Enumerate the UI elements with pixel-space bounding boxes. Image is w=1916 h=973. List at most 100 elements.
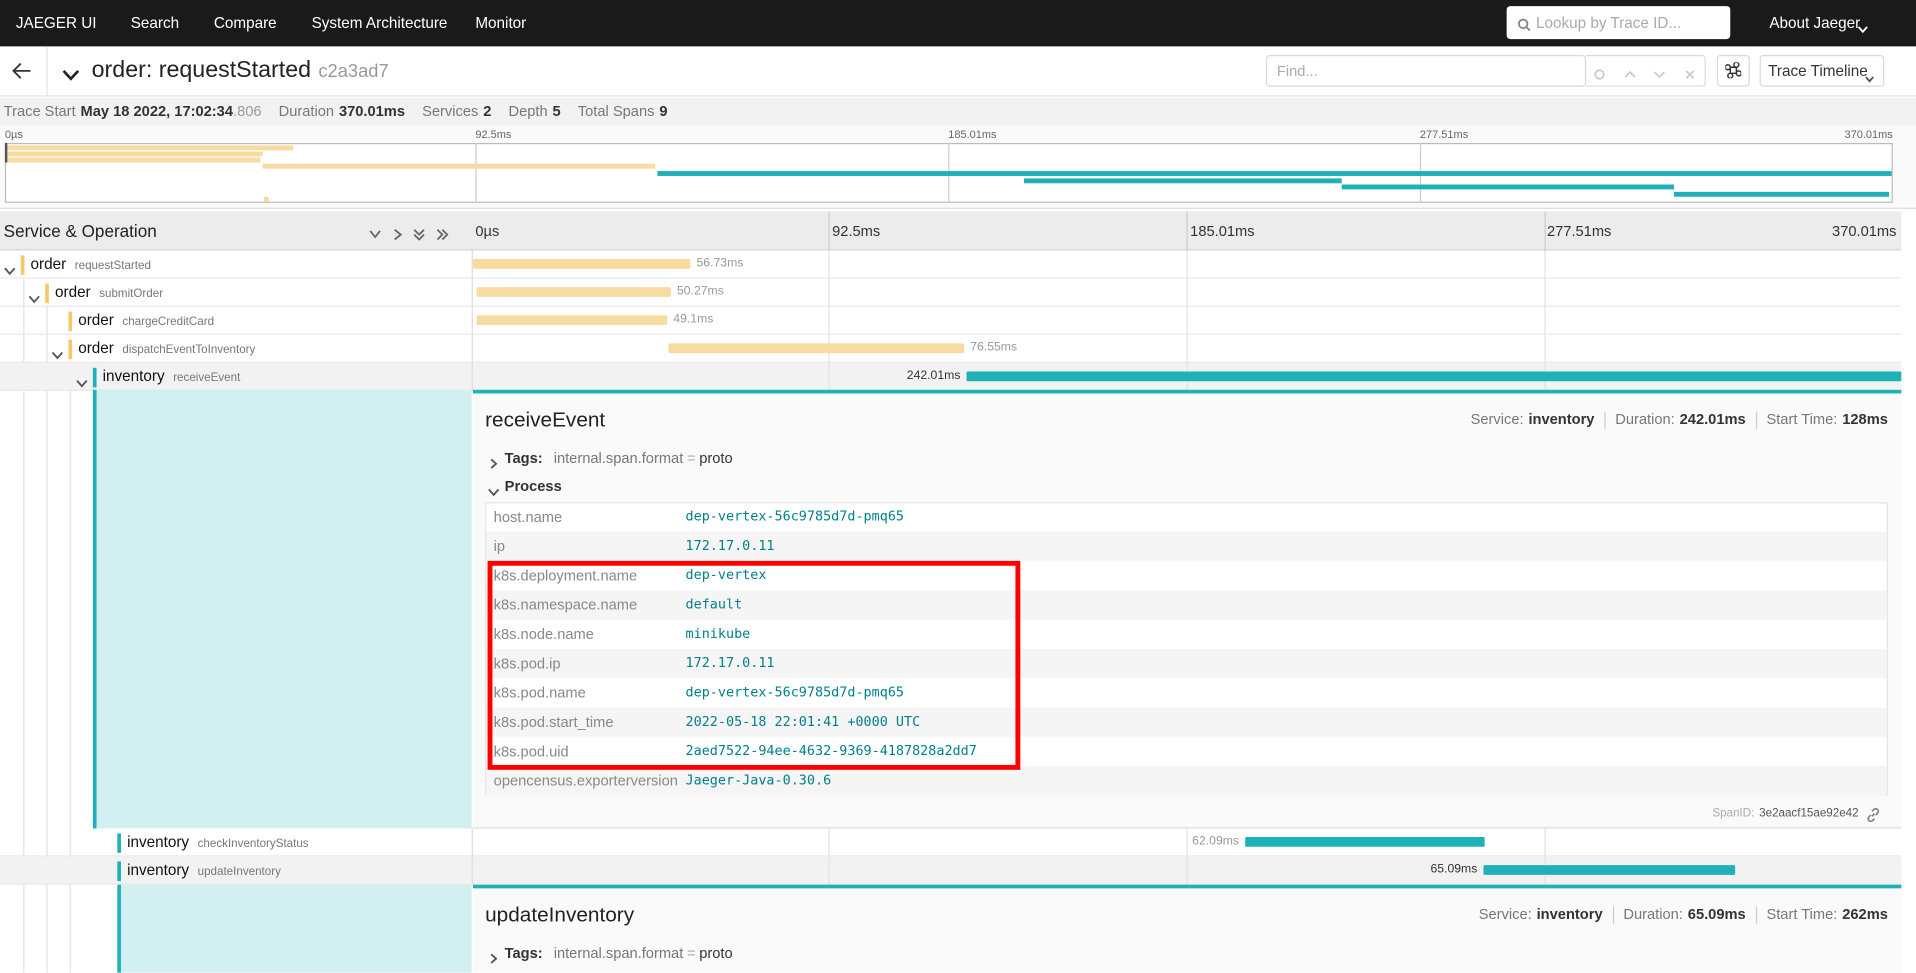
- tags-label: Tags:: [504, 449, 543, 467]
- span-grid-line: [1544, 278, 1546, 307]
- find-control[interactable]: [1624, 65, 1636, 78]
- tags-row[interactable]: Tags: internal.span.format = proto: [505, 450, 733, 467]
- tags-row[interactable]: Tags: internal.span.format = proto: [505, 945, 733, 962]
- stat-value: May 18 2022, 17:02:34: [80, 102, 233, 120]
- collapse-control[interactable]: [369, 225, 381, 239]
- tree-guide: [69, 362, 71, 973]
- span-grid-line: [828, 362, 830, 392]
- collapse-header[interactable]: [62, 65, 80, 81]
- expand-toggle[interactable]: [76, 373, 88, 388]
- span-row[interactable]: [0, 335, 1902, 363]
- nav-link[interactable]: System Architecture: [311, 14, 448, 32]
- span-bar[interactable]: [472, 259, 691, 269]
- expand-toggle[interactable]: [28, 288, 40, 304]
- stat-label: Services: [422, 102, 479, 120]
- minimap-span: [262, 163, 655, 169]
- find-control[interactable]: [1653, 65, 1665, 79]
- operation-name: dispatchEventToInventory: [122, 343, 256, 357]
- span-bar[interactable]: [966, 371, 1902, 382]
- span-bar[interactable]: [668, 343, 965, 354]
- process-value: 172.17.0.11: [685, 655, 775, 672]
- span-row[interactable]: [0, 828, 1902, 857]
- process-label[interactable]: Process: [504, 477, 562, 495]
- service-name: inventory: [102, 367, 165, 385]
- find-control[interactable]: [1593, 65, 1605, 80]
- nav-link[interactable]: Search: [130, 14, 180, 32]
- find-input[interactable]: [1265, 54, 1587, 87]
- minimap-tick: 277.51ms: [1419, 127, 1469, 141]
- keyboard-shortcuts[interactable]: [1716, 54, 1750, 87]
- span-grid-line: [828, 250, 830, 279]
- about-caret: [1857, 18, 1868, 34]
- trace-name: order: requestStarted: [91, 57, 312, 84]
- detail-operation: updateInventory: [485, 902, 635, 926]
- tree-guide: [23, 278, 25, 973]
- collapse-control[interactable]: [436, 225, 449, 241]
- minimap-span: [6, 157, 261, 163]
- process-key: host.name: [493, 508, 563, 526]
- tags-toggle[interactable]: [490, 948, 498, 964]
- trace-id-search[interactable]: [1506, 6, 1731, 40]
- collapse-control[interactable]: [392, 225, 404, 241]
- find-control[interactable]: [1684, 65, 1696, 79]
- span-bar[interactable]: [476, 315, 668, 326]
- span-name[interactable]: order chargeCreditCard: [78, 310, 214, 332]
- span-row[interactable]: [0, 279, 1902, 307]
- divider: [46, 46, 48, 97]
- span-name[interactable]: inventory updateInventory: [127, 860, 281, 882]
- service-color: [68, 311, 73, 332]
- span-name[interactable]: inventory checkInventoryStatus: [127, 832, 309, 854]
- span-duration: 242.01ms: [906, 369, 961, 383]
- span-name[interactable]: order submitOrder: [55, 282, 163, 304]
- view-selector[interactable]: [1759, 54, 1885, 87]
- back-button[interactable]: [12, 62, 32, 79]
- span-grid-line: [828, 856, 830, 885]
- tag-separator: =: [686, 944, 696, 962]
- span-bar[interactable]: [476, 287, 671, 297]
- meta-label: Service:: [1470, 410, 1524, 428]
- detail-operation: receiveEvent: [485, 407, 606, 432]
- nav-link[interactable]: Compare: [213, 14, 277, 32]
- span-name-divider: [471, 856, 473, 885]
- span-grid-line: [1544, 334, 1546, 363]
- stat-value: 370.01ms: [338, 102, 405, 120]
- minimap-span: [6, 151, 263, 157]
- meta-label: Service:: [1478, 905, 1532, 923]
- expand-toggle[interactable]: [488, 481, 500, 497]
- span-name[interactable]: order dispatchEventToInventory: [78, 338, 255, 360]
- process-row-bg: [486, 766, 1887, 796]
- service-name: inventory: [127, 833, 190, 851]
- tags-toggle[interactable]: [490, 453, 498, 469]
- service-name: inventory: [127, 861, 190, 879]
- detail-strip: [117, 884, 121, 973]
- service-color: [68, 339, 73, 360]
- minimap-span: [6, 145, 294, 151]
- expand-toggle[interactable]: [4, 260, 16, 276]
- copy-link[interactable]: [1866, 806, 1881, 823]
- operation-name: chargeCreditCard: [122, 315, 215, 329]
- minimap-span: [1674, 191, 1890, 197]
- operation-name: checkInventoryStatus: [197, 837, 309, 851]
- collapse-control[interactable]: [413, 225, 425, 241]
- span-bar[interactable]: [1483, 865, 1736, 875]
- span-name-divider: [471, 362, 473, 392]
- nav-link[interactable]: Monitor: [475, 14, 527, 32]
- brand[interactable]: JAEGER UI: [15, 14, 97, 32]
- span-row[interactable]: [0, 307, 1902, 335]
- service-color: [20, 255, 25, 275]
- process-row-bg: [486, 590, 1887, 620]
- span-duration: 56.73ms: [696, 256, 744, 271]
- span-name[interactable]: inventory receiveEvent: [103, 367, 241, 389]
- span-row[interactable]: [0, 250, 1902, 279]
- span-bar[interactable]: [1245, 837, 1485, 847]
- detail-panel: [472, 884, 1902, 973]
- span-grid-line: [1544, 306, 1546, 335]
- operation-name: receiveEvent: [173, 371, 241, 385]
- about-menu[interactable]: About Jaeger: [1769, 14, 1861, 32]
- span-name[interactable]: order requestStarted: [31, 254, 151, 276]
- expand-toggle[interactable]: [51, 345, 64, 360]
- stat-value: 5: [552, 102, 561, 120]
- span-id-value: 3e2aacf15ae92e42: [1759, 806, 1859, 820]
- span-grid-line: [1186, 306, 1188, 335]
- span-grid-line: [1544, 250, 1546, 279]
